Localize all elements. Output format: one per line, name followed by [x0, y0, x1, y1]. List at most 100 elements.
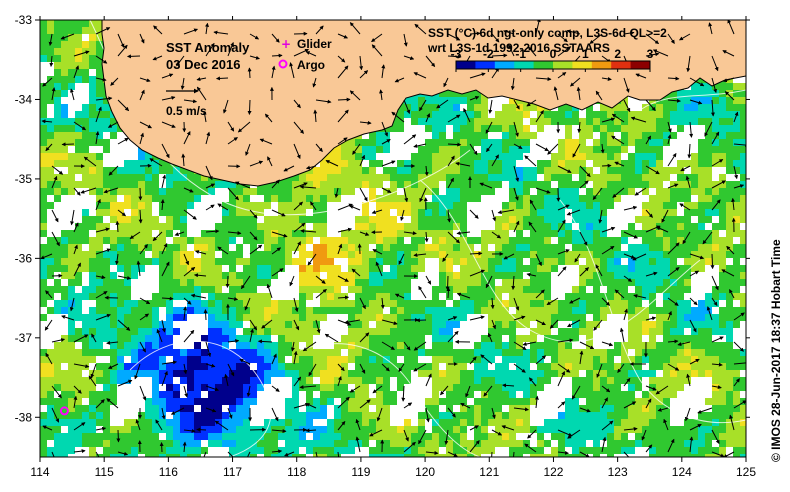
sst-cell — [124, 195, 131, 202]
sst-cell — [628, 384, 635, 391]
sst-cell — [327, 307, 334, 314]
sst-cell — [131, 433, 138, 440]
sst-cell — [663, 202, 670, 209]
sst-cell — [208, 258, 215, 265]
sst-cell — [117, 342, 124, 349]
sst-cell — [572, 335, 579, 342]
sst-cell — [257, 293, 264, 300]
sst-cell — [446, 202, 453, 209]
sst-cell — [537, 433, 544, 440]
sst-cell — [110, 307, 117, 314]
sst-cell — [341, 272, 348, 279]
sst-cell — [215, 377, 222, 384]
sst-cell — [614, 265, 621, 272]
sst-cell — [600, 188, 607, 195]
sst-cell — [418, 181, 425, 188]
sst-cell — [320, 307, 327, 314]
sst-cell — [166, 419, 173, 426]
sst-cell — [327, 153, 334, 160]
sst-cell — [705, 412, 712, 419]
sst-cell — [299, 440, 306, 447]
sst-cell — [740, 426, 746, 433]
sst-cell — [320, 314, 327, 321]
sst-cell — [712, 237, 719, 244]
sst-cell — [75, 258, 82, 265]
sst-cell — [565, 111, 572, 118]
sst-cell — [502, 307, 509, 314]
sst-cell — [47, 167, 54, 174]
sst-cell — [257, 307, 264, 314]
sst-cell — [425, 321, 432, 328]
sst-cell — [236, 412, 243, 419]
sst-cell — [705, 111, 712, 118]
sst-cell — [502, 139, 509, 146]
sst-cell — [635, 160, 642, 167]
sst-cell — [642, 433, 649, 440]
sst-cell — [117, 167, 124, 174]
sst-cell — [684, 342, 691, 349]
sst-cell — [103, 111, 110, 118]
sst-cell — [628, 293, 635, 300]
sst-cell — [61, 118, 68, 125]
sst-cell — [460, 398, 467, 405]
sst-cell — [453, 433, 460, 440]
sst-cell — [726, 209, 733, 216]
sst-cell — [572, 251, 579, 258]
sst-cell — [75, 279, 82, 286]
sst-cell — [523, 286, 530, 293]
sst-cell — [663, 258, 670, 265]
sst-cell — [103, 293, 110, 300]
sst-cell — [572, 363, 579, 370]
sst-cell — [712, 244, 719, 251]
sst-cell — [397, 265, 404, 272]
sst-cell — [229, 195, 236, 202]
sst-cell — [516, 426, 523, 433]
sst-cell — [222, 237, 229, 244]
sst-cell — [733, 279, 740, 286]
sst-cell — [131, 265, 138, 272]
sst-cell — [670, 363, 677, 370]
sst-cell — [362, 258, 369, 265]
sst-cell — [285, 314, 292, 321]
sst-cell — [390, 125, 397, 132]
sst-cell — [222, 230, 229, 237]
sst-cell — [362, 405, 369, 412]
sst-cell — [159, 426, 166, 433]
sst-cell — [362, 146, 369, 153]
sst-cell — [530, 335, 537, 342]
sst-cell — [89, 342, 96, 349]
sst-cell — [467, 167, 474, 174]
sst-cell — [726, 356, 733, 363]
sst-cell — [677, 328, 684, 335]
sst-cell — [565, 426, 572, 433]
sst-cell — [586, 328, 593, 335]
sst-cell — [236, 419, 243, 426]
sst-cell — [600, 391, 607, 398]
sst-cell — [572, 377, 579, 384]
sst-cell — [404, 363, 411, 370]
sst-cell — [474, 279, 481, 286]
sst-cell — [509, 181, 516, 188]
sst-cell — [719, 279, 726, 286]
sst-cell — [607, 412, 614, 419]
sst-cell — [145, 335, 152, 342]
sst-cell — [96, 48, 103, 55]
sst-cell — [306, 419, 313, 426]
sst-cell — [460, 111, 467, 118]
sst-cell — [635, 125, 642, 132]
sst-cell — [607, 174, 614, 181]
sst-cell — [726, 363, 733, 370]
sst-cell — [726, 314, 733, 321]
sst-cell — [600, 314, 607, 321]
sst-cell — [124, 279, 131, 286]
sst-cell — [166, 209, 173, 216]
sst-cell — [299, 216, 306, 223]
sst-cell — [47, 237, 54, 244]
sst-cell — [551, 202, 558, 209]
sst-cell — [47, 307, 54, 314]
sst-cell — [726, 202, 733, 209]
sst-cell — [362, 349, 369, 356]
sst-cell — [222, 370, 229, 377]
sst-cell — [523, 132, 530, 139]
sst-cell — [712, 139, 719, 146]
